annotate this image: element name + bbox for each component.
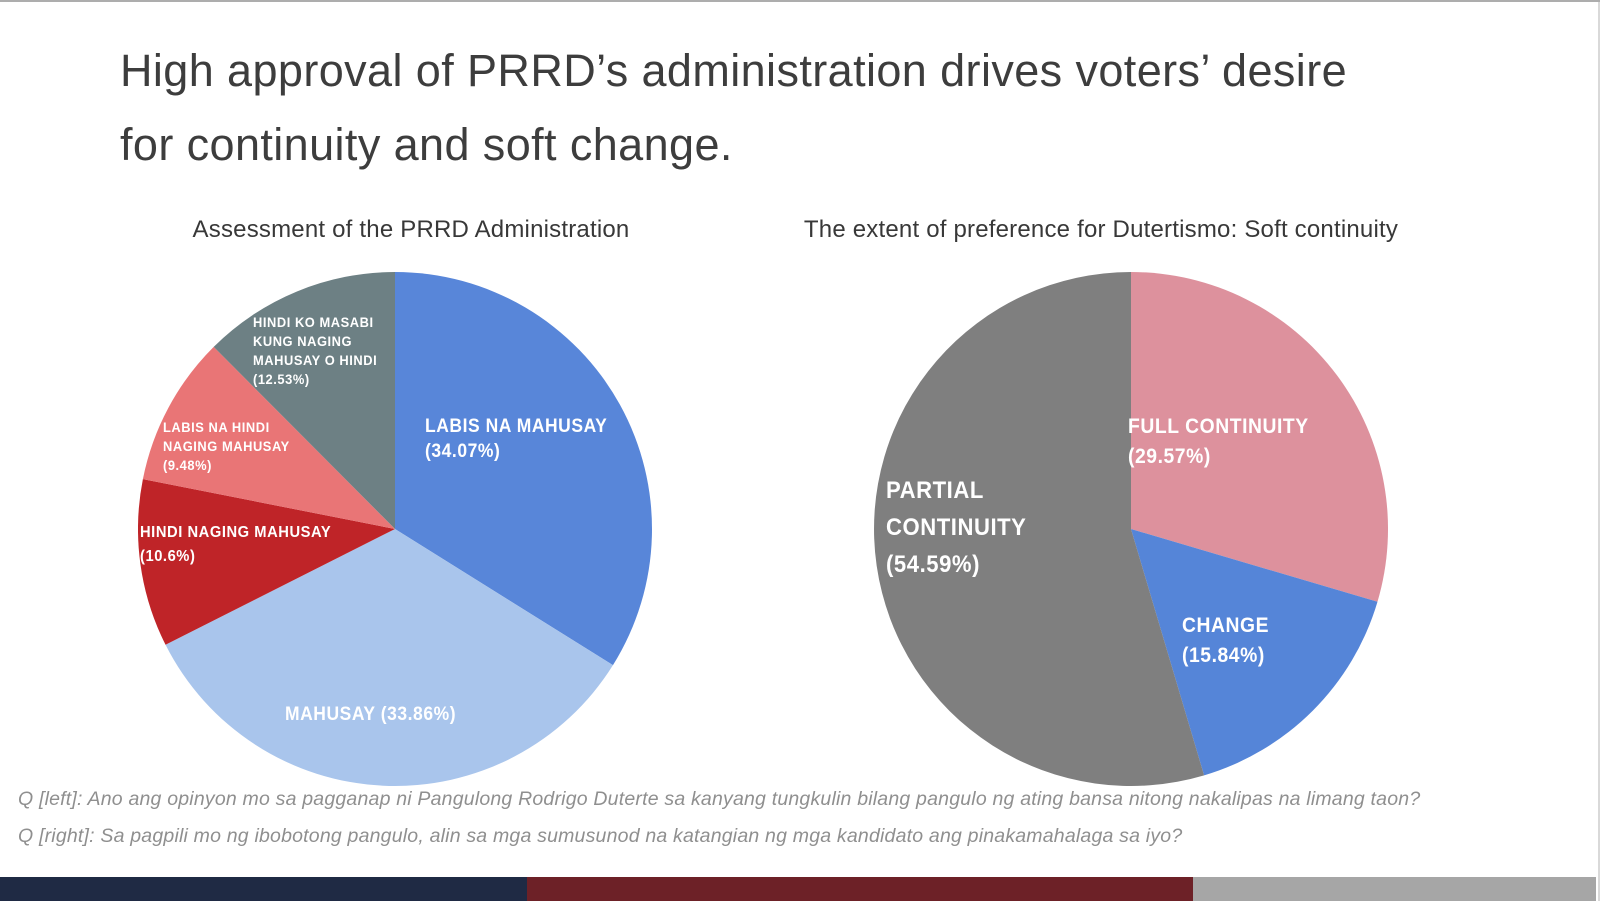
slice-label-line: (29.57%) (1128, 445, 1211, 468)
pie-chart-dutertismo (874, 272, 1388, 786)
slice-label-line: LABIS NA MAHUSAY (425, 416, 608, 437)
slice-label-line: MAHUSAY O HINDI (253, 352, 378, 368)
slide-title: High approval of PRRD’s administration d… (120, 34, 1347, 182)
slide-right-border (1598, 2, 1600, 901)
pie-slice-change (1131, 529, 1378, 776)
slice-label-line: HINDI KO MASABI (253, 314, 374, 330)
slice-label-line: KUNG NAGING (253, 333, 353, 349)
footer-bar-segment-3 (1193, 877, 1596, 901)
slice-label-line: (10.6%) (140, 548, 196, 565)
slice-label-line: CONTINUITY (886, 514, 1027, 541)
pie-slice-mahusay (165, 529, 613, 786)
left-chart-title: Assessment of the PRRD Administration (192, 216, 630, 243)
slice-label-line: PARTIAL (886, 477, 984, 504)
pie-chart-assessment (138, 272, 652, 786)
slice-label-mahusay: MAHUSAY (33.86%) (285, 702, 456, 727)
slice-label-line: (9.48%) (163, 457, 212, 473)
pie-slice-labis-na-mahusay (395, 272, 652, 666)
pie-slice-full-continuity (1131, 272, 1388, 602)
slice-label-line: HINDI NAGING MAHUSAY (140, 524, 332, 541)
slice-label-line: MAHUSAY (33.86%) (285, 704, 457, 725)
slice-label-line: CHANGE (1182, 614, 1270, 637)
slice-label-line: (34.07%) (425, 441, 501, 462)
slice-label-labis-na-hindi-naging-mahusay: LABIS NA HINDI NAGING MAHUSAY (9.48%) (163, 418, 290, 475)
footnote-right-question: Q [right]: Sa pagpili mo ng ibobotong pa… (18, 825, 1183, 847)
slide-title-line-2: for continuity and soft change. (120, 119, 733, 170)
right-chart-title: The extent of preference for Dutertismo:… (803, 216, 1399, 243)
slice-label-full-continuity: FULL CONTINUITY (29.57%) (1128, 412, 1309, 472)
footer-accent-bar (0, 877, 1596, 901)
slice-label-hindi-naging-mahusay: HINDI NAGING MAHUSAY (10.6%) (140, 521, 331, 569)
slice-label-hindi-ko-masabi: HINDI KO MASABI KUNG NAGING MAHUSAY O HIND… (253, 313, 377, 389)
pie-slice-hindi-ko-masabi (213, 272, 395, 529)
slide-title-line-1: High approval of PRRD’s administration d… (120, 45, 1348, 96)
footnote-left-question: Q [left]: Ano ang opinyon mo sa pagganap… (18, 788, 1421, 810)
pie-slice-partial-continuity (874, 272, 1205, 786)
slice-label-line: NAGING MAHUSAY (163, 438, 290, 454)
footer-bar-segment-2 (527, 877, 1193, 901)
slice-label-change: CHANGE (15.84%) (1182, 611, 1269, 671)
slice-label-labis-na-mahusay: LABIS NA MAHUSAY (34.07%) (425, 414, 607, 464)
slice-label-line: FULL CONTINUITY (1128, 415, 1309, 438)
slice-label-line: LABIS NA HINDI (163, 419, 270, 435)
slice-label-line: (54.59%) (886, 551, 981, 578)
footer-bar-segment-1 (0, 877, 527, 901)
slice-label-line: (12.53%) (253, 371, 310, 387)
slice-label-line: (15.84%) (1182, 644, 1265, 667)
slice-label-partial-continuity: PARTIAL CONTINUITY (54.59%) (886, 472, 1026, 583)
pie-slice-hindi-naging-mahusay (138, 479, 395, 645)
pie-slice-labis-na-hindi-naging-mahusay (142, 346, 395, 529)
